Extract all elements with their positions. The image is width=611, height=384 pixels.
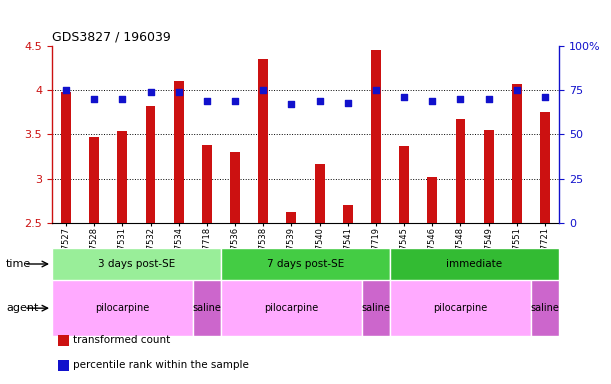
Bar (89, 137, 99, 223)
Text: agent: agent (6, 303, 38, 313)
Bar (52, 280, 193, 336)
Point (484, 96, 494, 102)
Text: 3 days post-SE: 3 days post-SE (98, 259, 175, 269)
Bar (230, 152, 240, 223)
Bar (456, 119, 466, 223)
Text: saline: saline (530, 303, 560, 313)
Bar (362, 280, 390, 336)
Bar (258, 59, 268, 223)
Text: immediate: immediate (447, 259, 503, 269)
Text: saline: saline (192, 303, 221, 313)
Bar (174, 81, 184, 223)
Point (145, 89, 155, 95)
Point (343, 99, 353, 106)
Text: percentile rank within the sample: percentile rank within the sample (73, 360, 249, 370)
Point (89, 96, 99, 102)
Bar (202, 145, 212, 223)
Bar (193, 280, 221, 336)
Point (258, 87, 268, 93)
Text: pilocarpine: pilocarpine (95, 303, 150, 313)
Bar (61, 92, 71, 223)
Bar (287, 212, 296, 223)
Point (61, 87, 71, 93)
Point (230, 98, 240, 104)
Point (399, 94, 409, 100)
Bar (371, 50, 381, 223)
Text: saline: saline (362, 303, 390, 313)
Bar (221, 280, 362, 336)
Text: transformed count: transformed count (73, 335, 170, 345)
Bar (145, 106, 155, 223)
Bar (52, 248, 221, 280)
Point (456, 96, 466, 102)
Text: pilocarpine: pilocarpine (433, 303, 488, 313)
Bar (399, 146, 409, 223)
Bar (343, 205, 353, 223)
Text: 7 days post-SE: 7 days post-SE (267, 259, 344, 269)
Point (174, 89, 184, 95)
Bar (390, 280, 531, 336)
Text: GDS3827 / 196039: GDS3827 / 196039 (52, 30, 170, 43)
Bar (484, 130, 494, 223)
Point (315, 98, 324, 104)
Point (202, 98, 212, 104)
Bar (540, 112, 550, 223)
Bar (427, 177, 437, 223)
Point (371, 87, 381, 93)
Bar (221, 248, 390, 280)
Bar (390, 248, 559, 280)
Bar (315, 164, 324, 223)
Point (287, 101, 296, 108)
Point (512, 87, 522, 93)
Point (117, 96, 127, 102)
Point (540, 94, 550, 100)
Bar (117, 131, 127, 223)
Bar (512, 84, 522, 223)
Text: time: time (6, 259, 31, 269)
Text: pilocarpine: pilocarpine (265, 303, 318, 313)
Bar (531, 280, 559, 336)
Point (428, 98, 437, 104)
